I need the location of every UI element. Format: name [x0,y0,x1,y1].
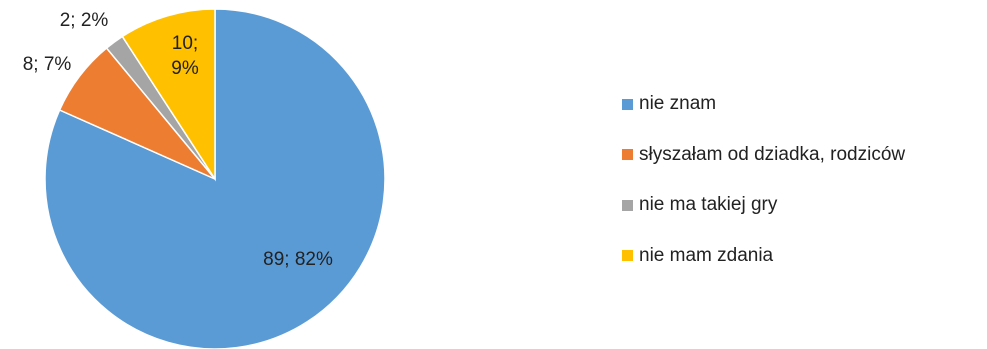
data-label-nie-mam-zdania: 10; 9% [171,33,199,79]
legend-label: nie znam [639,93,717,114]
data-label-nie-ma-takiej-gry: 2; 2% [60,10,109,31]
chart-legend: nie znam słyszałam od dziadka, rodziców ni… [622,92,905,294]
legend-item-nie-mam-zdania: nie mam zdania [622,244,905,268]
data-label-slyszalam-od-dziadka-rodzicow: 8; 7% [23,54,72,75]
legend-swatch [622,199,633,211]
legend-label: nie mam zdania [639,244,774,266]
legend-swatch [622,149,633,160]
legend-item-slyszalam-od-dziadka-rodzicow: słyszałam od dziadka, rodziców [622,143,905,167]
data-label-nie-znam: 89; 82% [263,249,333,270]
legend-item-nie-ma-takiej-gry: nie ma takiej gry [622,193,905,217]
legend-item-nie-znam: nie znam [622,92,905,116]
legend-swatch [622,98,633,110]
pie-slice-nie-mam-zdania [121,8,216,182]
legend-label: nie ma takiej gry [639,194,778,215]
legend-label: słyszałam od dziadka, rodziców [639,143,906,165]
legend-swatch [622,250,633,261]
